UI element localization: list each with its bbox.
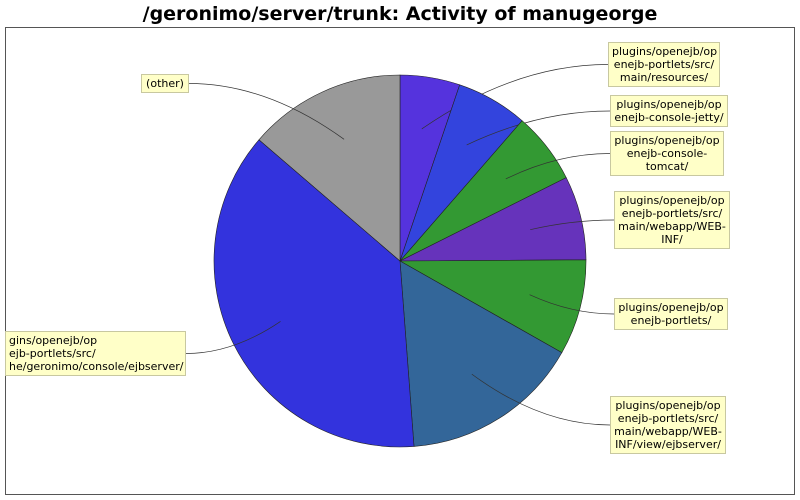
leader-line	[185, 321, 281, 354]
leader-line	[421, 64, 609, 130]
slice-label: plugins/openejb/op enejb-console- tomcat…	[610, 131, 724, 176]
leader-line	[530, 219, 615, 231]
leader-line	[529, 294, 615, 315]
slice-label: plugins/openejb/op enejb-portlets/	[614, 298, 728, 330]
leader-line	[466, 110, 611, 146]
pie-slice	[258, 74, 401, 262]
pie-slice	[398, 259, 587, 354]
slice-label: (other)	[141, 74, 189, 93]
pie-slice	[399, 260, 563, 447]
leader-line	[188, 83, 345, 140]
leader-line	[471, 373, 611, 426]
chart-title: /geronimo/server/trunk: Activity of manu…	[142, 3, 658, 25]
slice-label: plugins/openejb/op enejb-console-jetty/	[610, 95, 728, 127]
slice-label: gins/openejb/op ejb-portlets/src/ he/ger…	[5, 331, 186, 376]
slice-label: plugins/openejb/op enejb-portlets/src/ m…	[610, 396, 726, 454]
leader-line	[505, 153, 611, 180]
slice-label: plugins/openejb/op enejb-portlets/src/ m…	[614, 191, 730, 249]
slice-label: plugins/openejb/op enejb-portlets/src/ m…	[608, 42, 720, 87]
